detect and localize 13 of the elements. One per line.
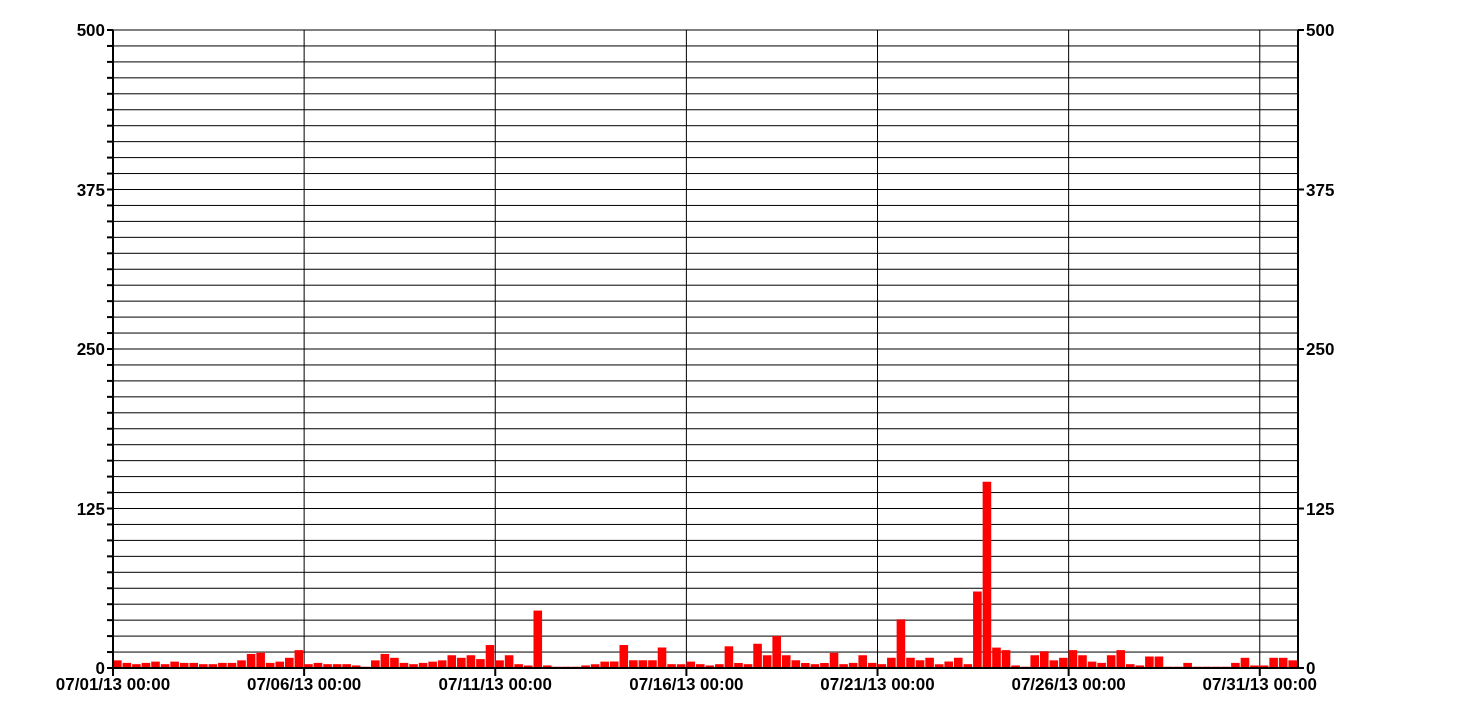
y2-tick-label: 250 bbox=[1306, 340, 1335, 360]
y-tick-label: 250 bbox=[76, 340, 105, 360]
y-tick-label: 125 bbox=[76, 499, 105, 519]
y2-tick-label: 375 bbox=[1306, 180, 1335, 200]
y2-tick-label: 125 bbox=[1306, 499, 1335, 519]
y-tick-label: 500 bbox=[76, 21, 105, 41]
y2-tick-label: 500 bbox=[1306, 21, 1335, 41]
x-tick-label: 07/11/13 00:00 bbox=[438, 675, 552, 695]
y-tick-label: 375 bbox=[76, 180, 105, 200]
x-tick-label: 07/26/13 00:00 bbox=[1011, 675, 1126, 695]
x-tick-label: 07/16/13 00:00 bbox=[629, 675, 744, 695]
x-tick-label: 07/06/13 00:00 bbox=[246, 675, 362, 695]
x-tick-label: 07/21/13 00:00 bbox=[820, 675, 935, 695]
